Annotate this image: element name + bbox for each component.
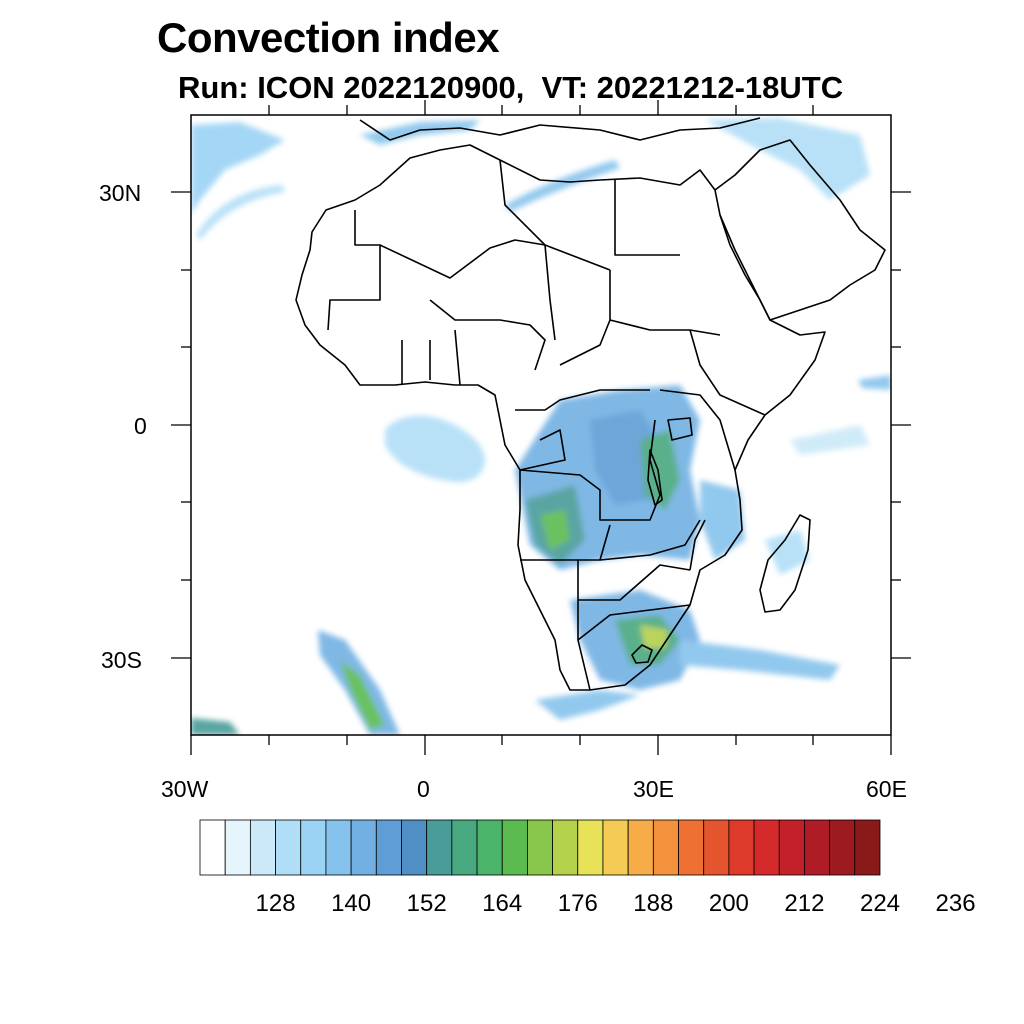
colorbar-swatch bbox=[401, 819, 428, 876]
border-sahel bbox=[429, 299, 546, 371]
field-mediterranean bbox=[360, 120, 480, 145]
colorbar-swatch bbox=[451, 819, 478, 876]
field-southwest-core bbox=[340, 660, 385, 730]
lon-label-30e: 30E bbox=[633, 776, 674, 802]
colorbar-label: 236 bbox=[936, 890, 976, 917]
colorbar-swatch bbox=[199, 819, 226, 876]
border-lesotho bbox=[631, 644, 653, 664]
convection-field bbox=[191, 118, 891, 735]
colorbar-label: 140 bbox=[331, 890, 371, 917]
coastlines-borders bbox=[295, 117, 886, 691]
map-frame bbox=[190, 114, 892, 736]
arabia-coast bbox=[714, 139, 886, 321]
field-north-band bbox=[505, 160, 620, 212]
field-indian-tail bbox=[680, 640, 840, 680]
field-sw-corner bbox=[191, 718, 240, 735]
lake-tanganyika bbox=[647, 449, 663, 506]
field-arabian-sea bbox=[858, 375, 891, 390]
colorbar-swatch bbox=[804, 819, 831, 876]
colorbar-swatch bbox=[753, 819, 780, 876]
colorbar-swatch bbox=[501, 819, 528, 876]
border-botswana bbox=[578, 564, 691, 601]
colorbar-swatch bbox=[829, 819, 856, 876]
colorbar-swatch bbox=[552, 819, 579, 876]
lat-label-30n: 30N bbox=[99, 180, 142, 206]
colorbar-labels: 128 140 152 164 176 188 200 212 224 236 bbox=[256, 890, 976, 917]
lake-victoria bbox=[667, 417, 693, 441]
lat-label-0: 0 bbox=[134, 413, 147, 439]
colorbar-swatch bbox=[325, 819, 352, 876]
border-n2 bbox=[614, 180, 680, 256]
lon-label-60e: 60E bbox=[866, 776, 907, 802]
africa-coastline bbox=[295, 144, 826, 691]
colorbar-swatch bbox=[728, 819, 755, 876]
colorbar-swatch bbox=[350, 819, 377, 876]
colorbar-swatch bbox=[577, 819, 604, 876]
field-madagascar bbox=[765, 530, 810, 575]
colorbar-label: 152 bbox=[407, 890, 447, 917]
colorbar-swatch bbox=[275, 819, 302, 876]
colorbar-swatch bbox=[678, 819, 705, 876]
tick-marks bbox=[171, 100, 911, 755]
border-congo1 bbox=[515, 389, 650, 411]
colorbar-swatch bbox=[652, 819, 679, 876]
colorbar-label: 212 bbox=[784, 890, 824, 917]
colorbar-swatch bbox=[703, 819, 730, 876]
colorbar-swatch bbox=[375, 819, 402, 876]
colorbar-label: 200 bbox=[709, 890, 749, 917]
field-angola-core bbox=[540, 510, 570, 550]
colorbar-label: 128 bbox=[256, 890, 296, 917]
colorbar-swatch bbox=[778, 819, 805, 876]
field-middle-east bbox=[705, 118, 870, 200]
field-nw-band bbox=[191, 122, 285, 215]
colorbar-swatch bbox=[854, 819, 881, 876]
border-n3 bbox=[559, 270, 611, 366]
colorbar-label: 188 bbox=[633, 890, 673, 917]
colorbar-label: 176 bbox=[558, 890, 598, 917]
border-ea1 bbox=[659, 389, 736, 471]
border-drc bbox=[519, 419, 661, 521]
field-gulf-swirl bbox=[385, 415, 486, 483]
europe-coast bbox=[359, 117, 761, 141]
border-rsa bbox=[577, 604, 691, 641]
border-congo2 bbox=[519, 429, 566, 471]
chart-subtitle: Run: ICON 2022120900, VT: 20221212-18UTC bbox=[178, 70, 844, 105]
border-w2 bbox=[379, 239, 611, 279]
colorbar-swatch bbox=[527, 819, 553, 876]
lon-label-0: 0 bbox=[417, 776, 430, 802]
colorbar-swatch bbox=[627, 819, 654, 876]
border-zambia bbox=[599, 519, 701, 561]
border-moz bbox=[689, 519, 706, 571]
border-central bbox=[544, 244, 556, 341]
colorbar-swatch bbox=[249, 819, 276, 876]
chart-title: Convection index bbox=[157, 14, 500, 61]
field-east-coast bbox=[700, 480, 745, 560]
colorbar-swatch bbox=[224, 819, 251, 876]
border-wa3 bbox=[454, 329, 461, 386]
colorbar bbox=[199, 819, 881, 876]
madagascar bbox=[759, 514, 811, 613]
colorbar-swatch bbox=[602, 819, 629, 876]
border-horn bbox=[689, 329, 766, 416]
field-highveld-core bbox=[640, 625, 668, 648]
lat-label-30s: 30S bbox=[101, 647, 142, 673]
border-sudan bbox=[609, 319, 721, 336]
colorbar-swatch bbox=[426, 819, 453, 876]
lon-label-30w: 30W bbox=[161, 776, 209, 802]
colorbar-swatch bbox=[300, 819, 327, 876]
colorbar-label: 224 bbox=[860, 890, 900, 917]
field-south-tail bbox=[535, 690, 640, 720]
colorbar-label: 164 bbox=[482, 890, 522, 917]
border-n1 bbox=[499, 159, 546, 246]
field-east-equator bbox=[790, 425, 870, 455]
colorbar-swatch bbox=[476, 819, 503, 876]
field-nw-arc bbox=[196, 185, 285, 240]
border-w1 bbox=[327, 210, 381, 331]
